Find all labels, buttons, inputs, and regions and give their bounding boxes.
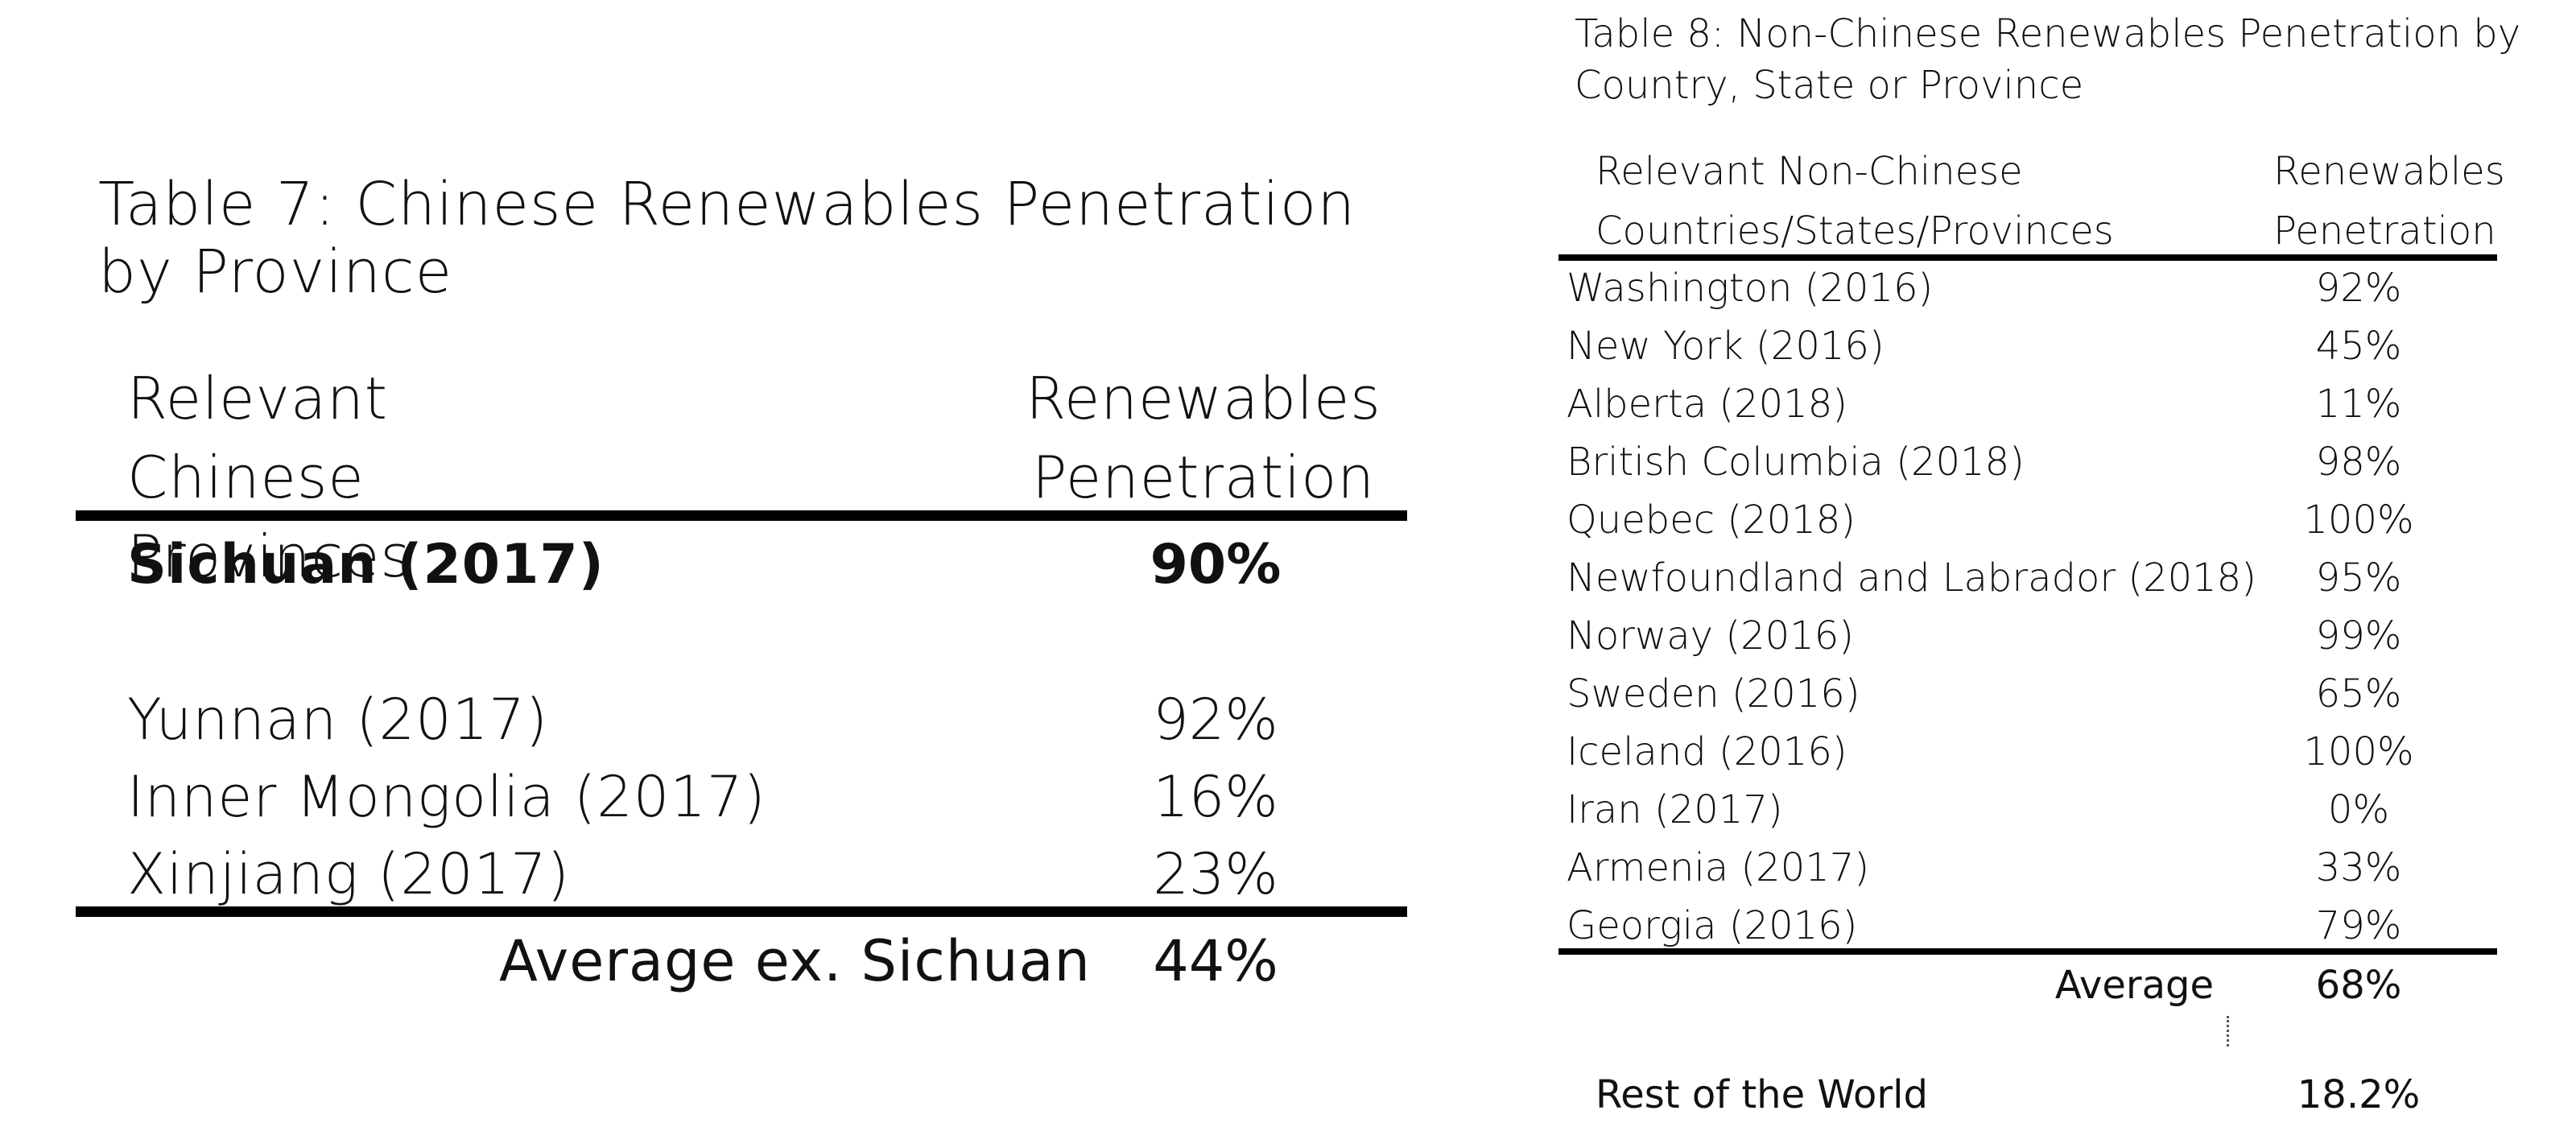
table8-row: New York (2016) 45%	[0, 317, 2576, 375]
table8-row: Quebec (2018) 100%	[0, 491, 2576, 549]
table7-row: Xinjiang (2017) 23%	[0, 836, 1417, 913]
table7-row: Inner Mongolia (2017) 16%	[0, 758, 1417, 836]
table8-row: Washington (2016) 92%	[0, 259, 2576, 317]
table8-row-name: Washington (2016)	[1567, 266, 1934, 311]
table8-row-name: New York (2016)	[1567, 324, 1885, 369]
table8-header-places: Relevant Non-Chinese Countries/States/Pr…	[1596, 149, 2114, 254]
table8-row: Iran (2017) 0%	[0, 781, 2576, 839]
table8-row-value: 100%	[2303, 729, 2414, 774]
table8-row-name: Norway (2016)	[1567, 613, 1854, 658]
table8-row-name: Sweden (2016)	[1567, 671, 1860, 716]
table7-header-rule	[76, 510, 1407, 521]
table7-header-penetration: Renewables Penetration	[1026, 365, 1381, 511]
table8-row-value: 92%	[2315, 266, 2402, 311]
table8-row: Georgia (2016) 79%	[0, 897, 2576, 955]
table8-row-value: 95%	[2315, 555, 2402, 601]
table8-row-value: 0%	[2327, 787, 2390, 832]
table8-row-value: 100%	[2303, 497, 2414, 543]
table8-title: Table 8: Non-Chinese Renewables Penetrat…	[1575, 11, 2521, 108]
table8-row-name: Georgia (2016)	[1567, 903, 1858, 948]
table8-row-value: 99%	[2315, 613, 2402, 658]
table8-row-name: Armenia (2017)	[1567, 845, 1870, 890]
table7-footer-rule	[76, 906, 1407, 917]
table7-row: Yunnan (2017) 92%	[0, 681, 1417, 758]
table7-average-row: Average ex. Sichuan 44%	[0, 923, 1417, 1000]
dotted-divider	[2227, 1016, 2232, 1046]
table8-row-name: British Columbia (2018)	[1567, 440, 2025, 485]
table8-footer-rule	[1558, 948, 2497, 955]
table8-row: Newfoundland and Labrador (2018) 95%	[0, 549, 2576, 607]
table8-row-value: 65%	[2315, 671, 2402, 716]
table7-average-value: 44%	[1153, 928, 1278, 994]
table8-row-name: Quebec (2018)	[1567, 497, 1856, 543]
table8-row-value: 98%	[2315, 440, 2402, 485]
table8-rest-value: 18.2%	[2297, 1072, 2421, 1117]
table7-row-value: 16%	[1153, 764, 1278, 830]
table7-row-name: Sichuan (2017)	[127, 533, 605, 597]
table8-row-value: 45%	[2315, 324, 2402, 369]
table8-row-name: Newfoundland and Labrador (2018)	[1567, 555, 2256, 601]
table7-header-provinces: Relevant Chinese Provinces	[127, 365, 411, 590]
table7-row-highlight: Sichuan (2017) 90%	[0, 526, 1417, 604]
table8-row: Alberta (2018) 11%	[0, 375, 2576, 433]
table8-rest-label: Rest of the World	[1596, 1072, 1928, 1117]
table8-header-penetration: Renewables Penetration	[2273, 149, 2505, 254]
table8-row-value: 79%	[2315, 903, 2402, 948]
table7-row-value: 23%	[1153, 841, 1278, 907]
table7-row-name: Yunnan (2017)	[127, 687, 549, 753]
table7-title: Table 7: Chinese Renewables Penetration …	[98, 170, 1356, 307]
table8-average-value: 68%	[2315, 963, 2402, 1008]
table7-average-label: Average ex. Sichuan	[499, 928, 1091, 994]
table8-row-value: 33%	[2315, 845, 2402, 890]
table8-row-name: Alberta (2018)	[1567, 382, 1848, 427]
table8-row: Iceland (2016) 100%	[0, 723, 2576, 781]
table8-row-name: Iran (2017)	[1567, 787, 1783, 832]
table8-row: Norway (2016) 99%	[0, 607, 2576, 665]
table8-row: British Columbia (2018) 98%	[0, 433, 2576, 491]
table8-row-name: Iceland (2016)	[1567, 729, 1847, 774]
table8-average-row: Average 68%	[0, 956, 2576, 1014]
table8-row: Sweden (2016) 65%	[0, 665, 2576, 723]
table8-header-rule	[1558, 254, 2497, 261]
table7-row-value: 90%	[1150, 533, 1282, 597]
table7-row-name: Xinjiang (2017)	[127, 841, 570, 907]
table7-row-value: 92%	[1153, 687, 1278, 753]
table7-row-name: Inner Mongolia (2017)	[127, 764, 766, 830]
table8-row-value: 11%	[2315, 382, 2402, 427]
table8-rest-of-world-row: Rest of the World 18.2%	[0, 1066, 2576, 1124]
table8-average-label: Average	[2054, 963, 2214, 1008]
table8-row: Armenia (2017) 33%	[0, 839, 2576, 897]
